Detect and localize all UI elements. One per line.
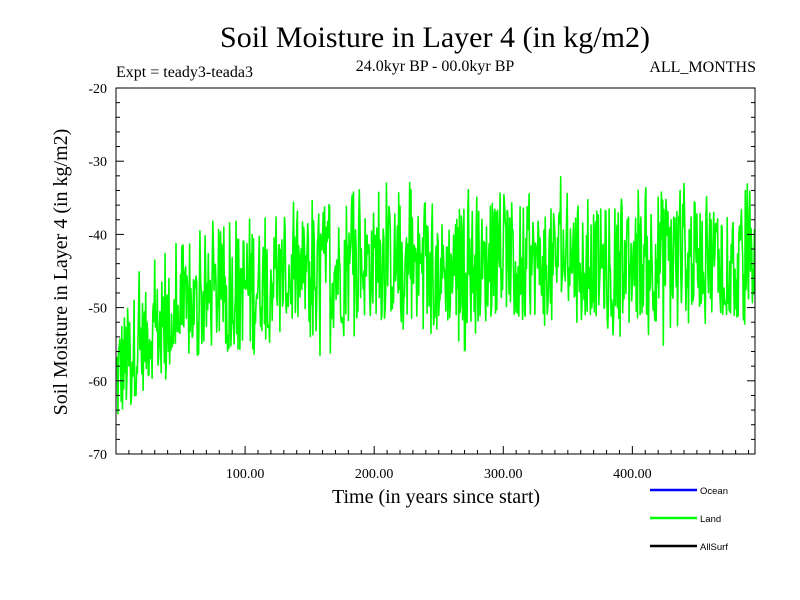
x-tick-label: 200.00 xyxy=(355,467,394,482)
plot-area xyxy=(115,176,756,415)
y-axis-label: Soil Moisture in Layer 4 (in kg/m2) xyxy=(50,129,72,416)
experiment-label: Expt = teady3-teada3 xyxy=(116,64,253,81)
x-axis-label: Time (in years since start) xyxy=(332,486,540,508)
y-tick-label: -50 xyxy=(88,302,107,317)
y-tick-label: -20 xyxy=(88,82,107,97)
legend-label-ocean: Ocean xyxy=(700,486,728,497)
y-tick-label: -60 xyxy=(88,375,107,390)
x-tick-label: 300.00 xyxy=(484,467,523,482)
legend: Ocean Land AllSurf xyxy=(650,486,728,553)
legend-label-land: Land xyxy=(700,514,721,525)
series-line-land xyxy=(115,176,756,415)
legend-label-allsurf: AllSurf xyxy=(700,542,728,553)
y-tick-label: -30 xyxy=(88,155,107,170)
x-axis: 100.00 200.00 300.00 400.00 xyxy=(128,446,750,482)
y-tick-label: -40 xyxy=(88,228,107,243)
y-tick-label: -70 xyxy=(88,448,107,463)
y-axis: -20 -30 -40 -50 -60 -70 xyxy=(88,82,755,463)
chart-title: Soil Moisture in Layer 4 (in kg/m2) xyxy=(220,21,650,54)
x-tick-label: 400.00 xyxy=(613,467,652,482)
x-tick-label: 100.00 xyxy=(226,467,265,482)
time-range-label: 24.0kyr BP - 00.0kyr BP xyxy=(356,58,515,75)
months-label: ALL_MONTHS xyxy=(649,59,756,76)
plot-frame xyxy=(115,87,756,455)
